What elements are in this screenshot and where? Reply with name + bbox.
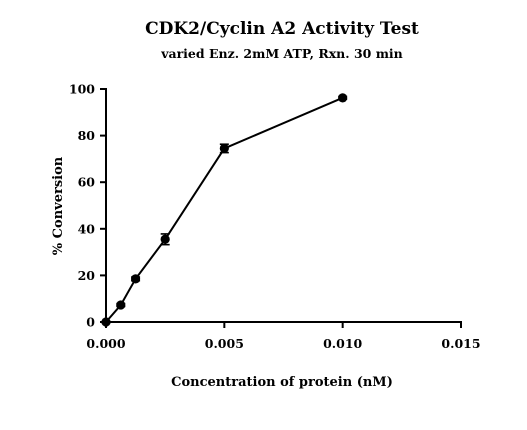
x-tick-label: 0.015 bbox=[441, 336, 480, 351]
data-point bbox=[130, 274, 141, 284]
data-point bbox=[116, 300, 126, 310]
chart-title: CDK2/Cyclin A2 Activity Test bbox=[145, 19, 419, 39]
x-tick-label: 0.005 bbox=[205, 336, 244, 351]
data-point bbox=[338, 93, 348, 103]
y-tick-label: 100 bbox=[69, 82, 95, 97]
y-tick-label: 60 bbox=[78, 175, 96, 190]
chart-subtitle: varied Enz. 2mM ATP, Rxn. 30 min bbox=[160, 46, 403, 61]
y-tick-label: 80 bbox=[78, 128, 96, 143]
y-tick-label: 20 bbox=[78, 268, 96, 283]
x-tick-label: 0.010 bbox=[323, 336, 362, 351]
data-point bbox=[101, 317, 111, 327]
x-axis-label: Concentration of protein (nM) bbox=[171, 375, 393, 390]
y-tick-label: 0 bbox=[86, 315, 95, 330]
y-tick-label: 40 bbox=[78, 221, 96, 236]
series-line bbox=[105, 96, 344, 323]
y-axis-label: % Conversion bbox=[51, 156, 66, 255]
data-point bbox=[160, 234, 170, 244]
x-tick-label: 0.000 bbox=[86, 336, 125, 351]
data-point bbox=[219, 143, 229, 154]
data-series bbox=[101, 93, 348, 327]
axes: 0.000 0.005 0.010 0.015 0 20 40 60 80 100 bbox=[69, 82, 481, 352]
